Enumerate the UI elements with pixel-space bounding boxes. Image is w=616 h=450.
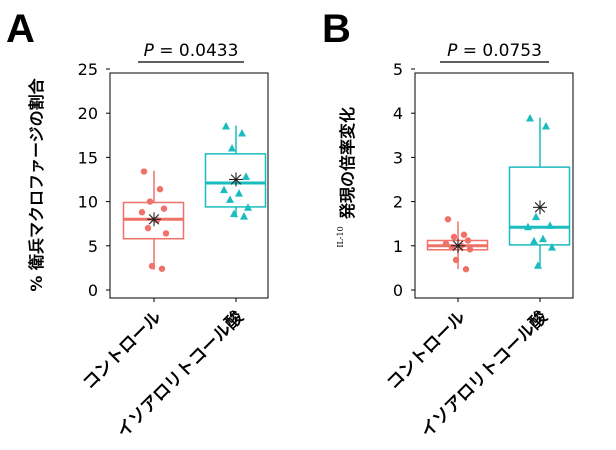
panel-a-letter: A <box>6 7 35 51</box>
panel-b-letter: B <box>322 7 351 51</box>
mean-marker-stroke <box>148 213 160 225</box>
y-tick-label: 10 <box>78 193 98 212</box>
data-point-triangle <box>220 185 228 194</box>
panel-a-chart: 0 5 10 15 20 25 % 衛兵マクロファージの割合 P = 0.0433 コントロール… <box>27 41 269 442</box>
data-point-circle <box>466 246 474 253</box>
data-point-triangle <box>546 221 554 229</box>
data-point-triangle <box>228 144 236 152</box>
data-point-triangle <box>222 121 230 130</box>
data-point-triangle <box>226 195 234 203</box>
data-point-circle <box>148 262 156 270</box>
mean-marker-stroke <box>230 174 242 185</box>
data-point-circle <box>140 168 148 175</box>
data-point-triangle <box>534 261 542 269</box>
y-tick-label: 0 <box>393 281 403 300</box>
data-point-triangle <box>242 172 250 180</box>
data-point-circle <box>138 209 146 216</box>
y-axis-label-prefix: IL-10 <box>336 226 345 247</box>
data-point-circle <box>462 266 470 273</box>
y-tick-label: 1 <box>393 237 403 256</box>
data-point-circle <box>464 237 472 244</box>
p-value-label: P = 0.0433 <box>144 41 239 61</box>
data-point-triangle <box>524 222 532 231</box>
plot-frame <box>414 72 574 299</box>
data-point-triangle <box>526 114 534 122</box>
data-point-circle <box>450 233 458 241</box>
y-tick-label: 5 <box>88 237 98 256</box>
data-point-circle <box>442 240 450 247</box>
data-point-triangle <box>542 121 550 130</box>
y-tick-label: 2 <box>393 193 403 212</box>
mean-marker <box>533 200 547 215</box>
mean-marker <box>147 212 161 227</box>
x-category-label: コントロール <box>79 307 165 393</box>
data-point-circle <box>160 205 168 212</box>
data-point-triangle <box>548 243 556 251</box>
y-axis-label: 発現の倍率変化 <box>338 107 357 220</box>
p-value-label: P = 0.0753 <box>447 41 542 61</box>
mean-marker <box>451 238 465 253</box>
y-tick-label: 4 <box>393 104 403 123</box>
data-point-triangle <box>238 129 246 137</box>
y-tick-label: 3 <box>393 148 403 167</box>
data-point-triangle <box>530 236 538 245</box>
y-axis-label: % 衛兵マクロファージの割合 <box>27 77 46 291</box>
data-point-triangle <box>235 189 243 197</box>
data-point-triangle <box>539 234 547 243</box>
data-point-triangle <box>532 212 540 221</box>
data-point-triangle <box>230 209 238 217</box>
data-point-circle <box>146 198 154 205</box>
data-point-circle <box>144 224 152 232</box>
mean-marker <box>229 172 243 187</box>
mean-marker-stroke <box>534 202 546 213</box>
y-tick-label: 15 <box>78 148 98 167</box>
y-tick-label: 0 <box>88 281 98 300</box>
data-point-circle <box>158 265 166 272</box>
data-point-triangle <box>240 212 248 220</box>
y-tick-label: 20 <box>78 104 98 123</box>
data-point-triangle <box>244 203 252 211</box>
data-point-circle <box>452 256 460 264</box>
y-tick-label: 25 <box>78 60 98 79</box>
data-point-circle <box>444 216 452 223</box>
data-point-circle <box>156 186 164 193</box>
data-point-circle <box>460 231 468 238</box>
x-category-label: コントロール <box>383 307 469 393</box>
y-tick-label: 5 <box>393 60 403 79</box>
mean-marker-stroke <box>452 240 464 252</box>
data-point-circle <box>162 230 170 237</box>
plot-frame <box>109 72 269 299</box>
